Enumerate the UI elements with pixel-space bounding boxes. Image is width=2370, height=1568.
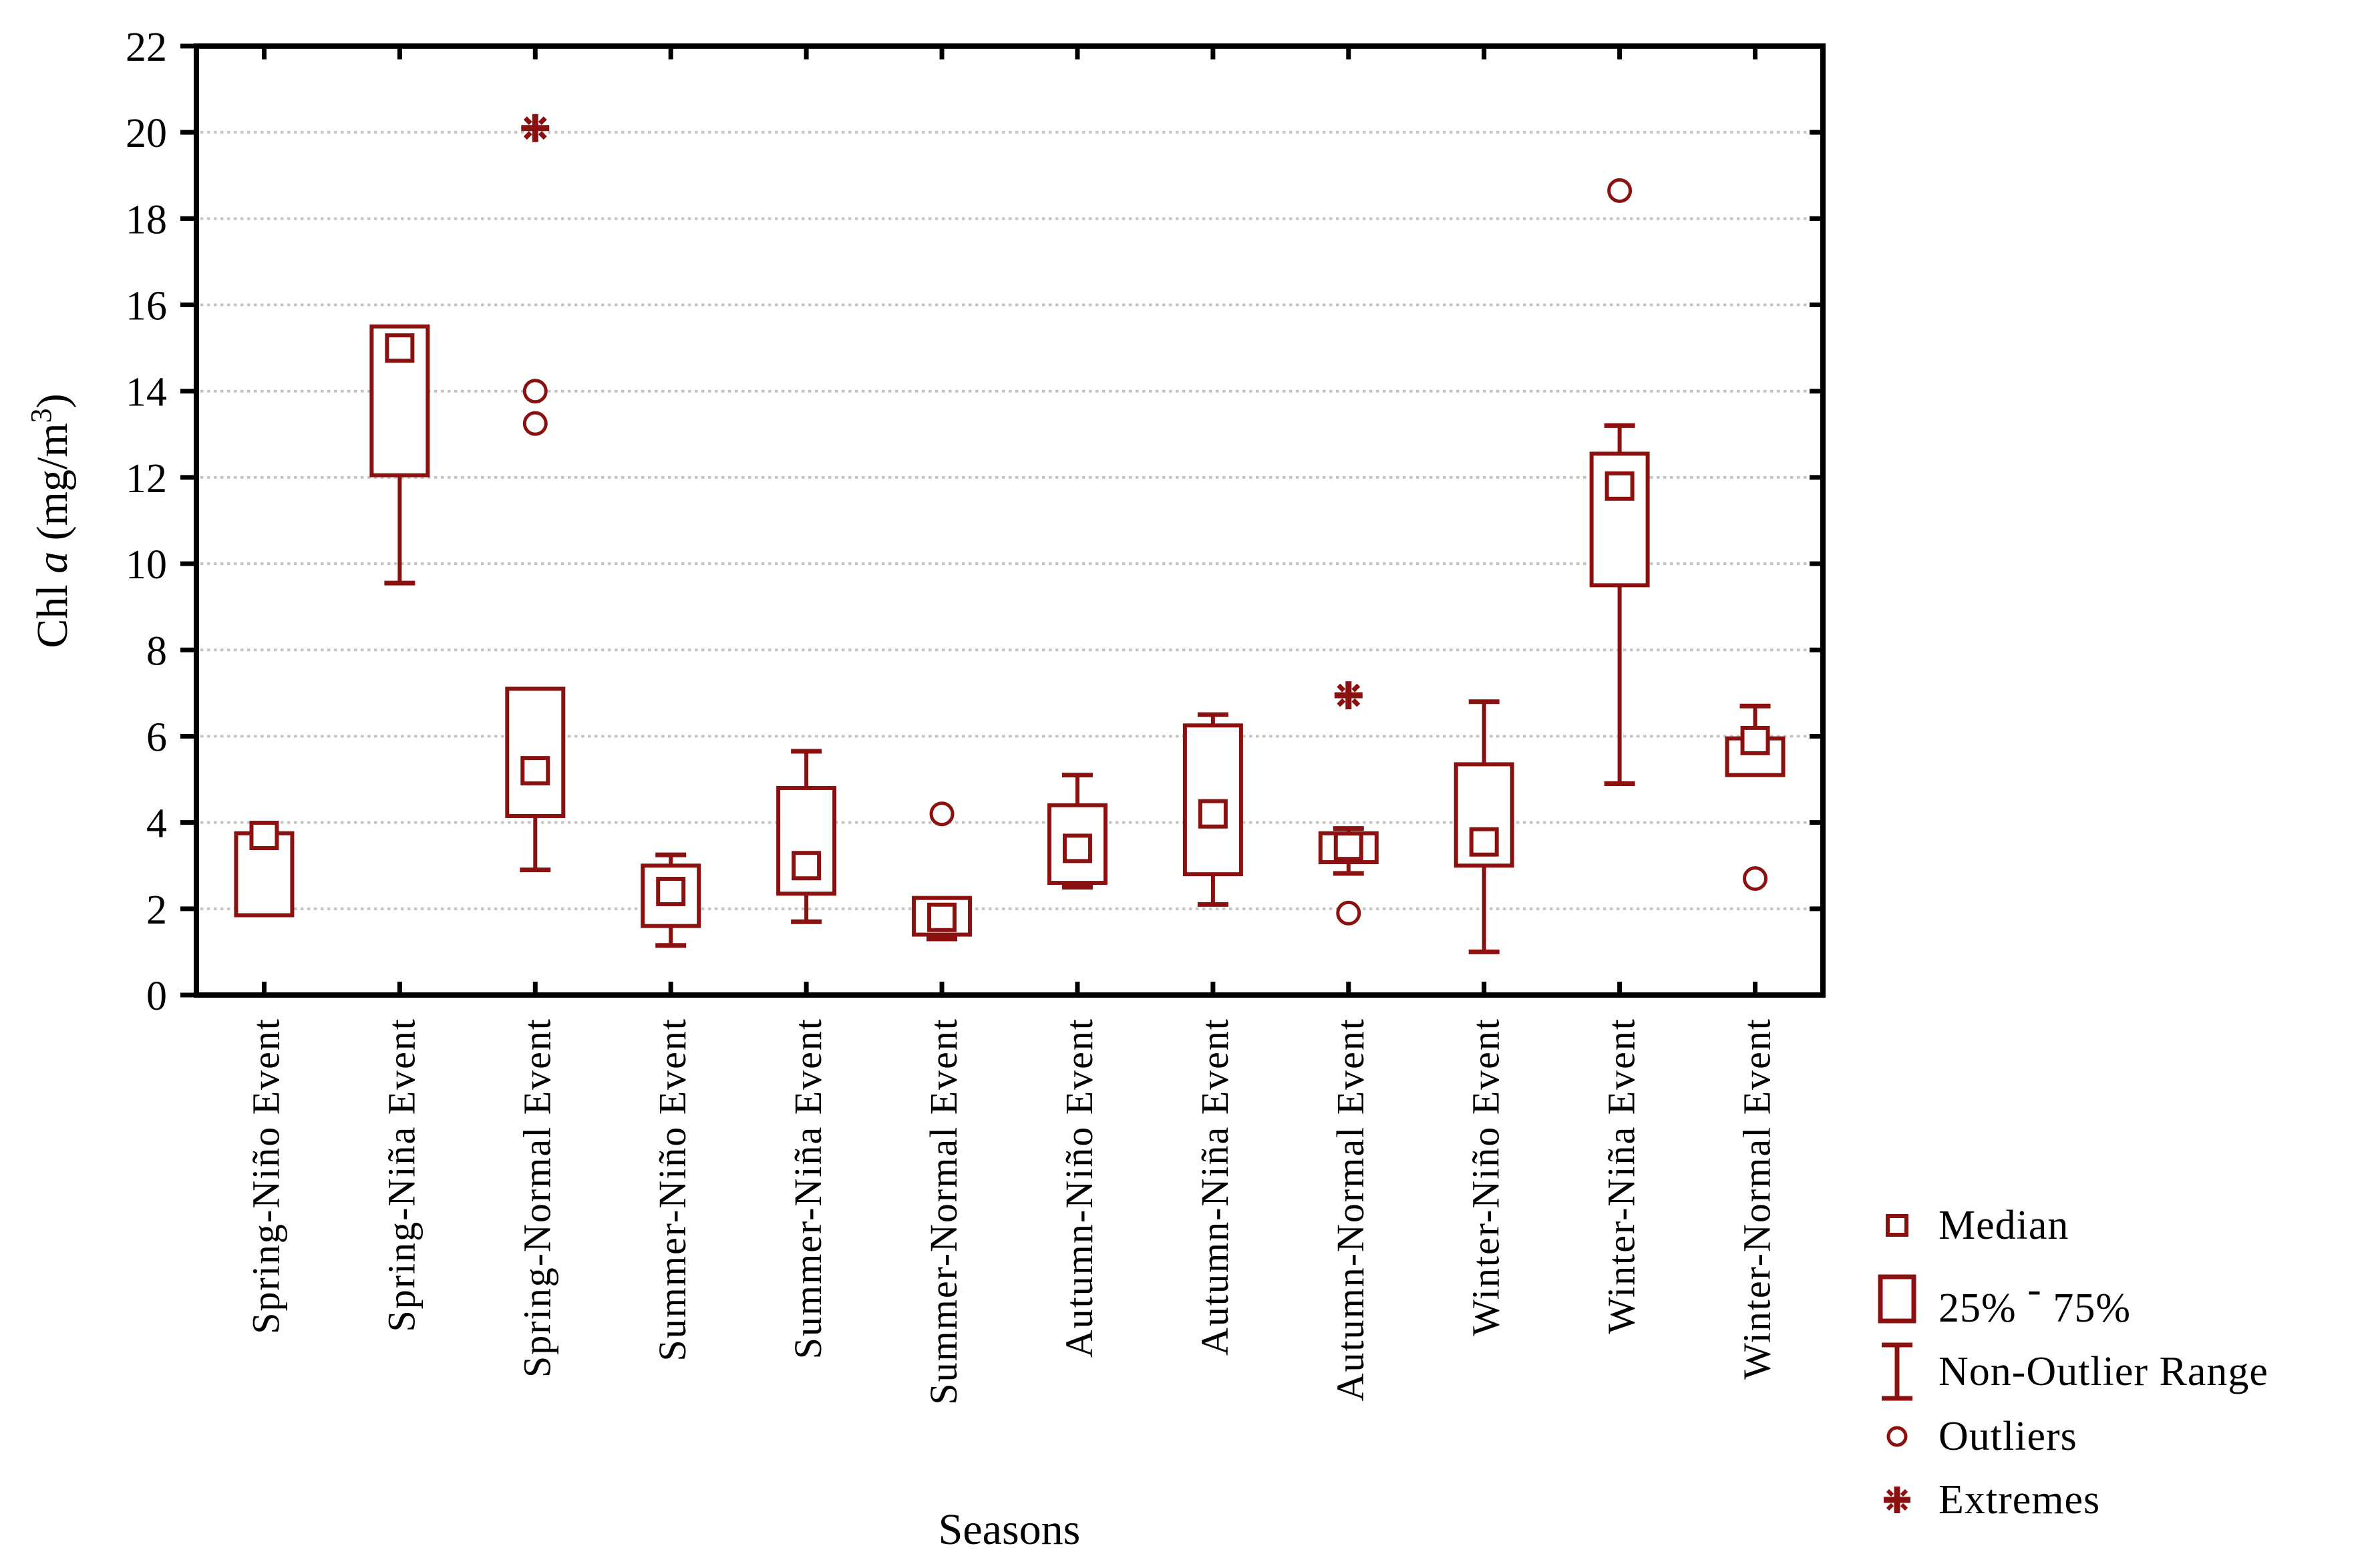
x-category-label: Autumn-Niña Event (1193, 1018, 1236, 1356)
x-category-label: Spring-Niña Event (379, 1018, 423, 1332)
x-category-label: Spring-Normal Event (515, 1018, 558, 1378)
x-category-label: Winter-Niño Event (1464, 1018, 1508, 1336)
extreme-marker (1351, 698, 1361, 707)
legend-item-extremes: Extremes (1872, 1468, 2268, 1532)
extreme-marker-icon (1872, 1483, 1922, 1517)
legend-item-box: 25% - 75% (1872, 1259, 2268, 1338)
x-category-label: Summer-Niño Event (651, 1018, 694, 1361)
median-marker (520, 756, 550, 786)
median-marker (1198, 799, 1228, 829)
legend-item-outliers: Outliers (1872, 1405, 2268, 1468)
extreme-marker (538, 116, 547, 126)
x-category-label: Autumn-Niño Event (1057, 1018, 1101, 1358)
extreme-marker (538, 131, 547, 140)
x-category-label: Summer-Normal Event (922, 1018, 965, 1405)
y-tick-label: 6 (146, 715, 167, 760)
y-tick-label: 16 (126, 284, 167, 329)
outlier-marker (1607, 178, 1633, 203)
median-marker (792, 851, 822, 881)
median-marker (1604, 471, 1635, 501)
y-tick-label: 12 (126, 456, 167, 502)
whisker-marker-icon (1872, 1341, 1922, 1402)
median-marker (385, 333, 415, 363)
x-category-label: Winter-Niña Event (1600, 1018, 1643, 1334)
legend-item-non-outlier-range: Non-Outlier Range (1872, 1338, 2268, 1405)
y-tick-label: 18 (126, 197, 167, 242)
x-category-label: Autumn-Normal Event (1329, 1018, 1372, 1401)
median-marker (249, 821, 279, 851)
median-marker (1333, 831, 1363, 861)
extreme-marker (1337, 698, 1346, 707)
legend-label: Extremes (1938, 1477, 2101, 1523)
box-marker-icon (1872, 1273, 1922, 1324)
extreme-marker (523, 131, 532, 140)
iqr-box (1725, 736, 1786, 777)
plot-frame (194, 43, 1826, 998)
y-axis-title: Chl a (mg/m3) (25, 393, 77, 648)
x-category-label: Summer-Niña Event (786, 1018, 830, 1359)
x-axis-title: Seasons (939, 1505, 1081, 1554)
median-marker (1469, 827, 1499, 857)
iqr-box (369, 324, 430, 477)
x-category-label: Spring-Niño Event (244, 1018, 287, 1334)
x-category-label: Winter-Normal Event (1735, 1018, 1779, 1380)
extreme-marker (1337, 683, 1346, 693)
legend-label: 25% - 75% (1938, 1266, 2131, 1331)
median-marker (927, 902, 957, 932)
outlier-marker (522, 411, 548, 436)
y-tick-label: 20 (126, 111, 167, 156)
plot-area: 0 2 4 6 8 10 12 14 16 18 20 22 Spring-Niño Event Spri… (126, 25, 1826, 1405)
extreme-marker (1351, 683, 1361, 693)
y-tick-label: 10 (126, 542, 167, 588)
legend: Median 25% - 75% Non-Outlier Range Outli… (1872, 1191, 2268, 1532)
y-tick-label: 4 (146, 801, 167, 847)
outlier-marker (1336, 900, 1361, 926)
outlier-marker (522, 379, 548, 404)
y-tick-label: 14 (126, 370, 167, 415)
iqr-box (505, 687, 566, 818)
legend-label: Non-Outlier Range (1938, 1348, 2268, 1394)
y-tick-label: 22 (126, 25, 167, 70)
legend-label: Outliers (1938, 1413, 2077, 1459)
y-tick-label: 2 (146, 888, 167, 933)
outlier-marker (1743, 866, 1768, 892)
outlier-marker (929, 801, 955, 827)
y-tick-label: 8 (146, 628, 167, 674)
legend-label: Median (1938, 1202, 2069, 1248)
legend-item-median: Median (1872, 1191, 2268, 1259)
outlier-marker-icon (1872, 1423, 1922, 1450)
median-marker (656, 876, 686, 906)
median-marker (1740, 725, 1770, 755)
y-tick-label: 0 (146, 974, 167, 1019)
median-marker-icon (1872, 1211, 1922, 1240)
extreme-marker (523, 116, 532, 126)
median-marker (1062, 833, 1092, 863)
